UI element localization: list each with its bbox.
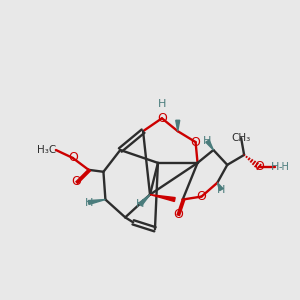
Text: O: O (254, 160, 264, 173)
Text: O: O (72, 175, 82, 188)
Text: O: O (157, 112, 167, 125)
Text: H: H (203, 136, 212, 146)
Polygon shape (206, 140, 213, 150)
Text: H: H (271, 162, 279, 172)
Text: CH₃: CH₃ (232, 133, 251, 143)
Polygon shape (88, 200, 105, 205)
Polygon shape (176, 120, 180, 131)
Text: H: H (136, 200, 144, 209)
Text: H: H (217, 184, 226, 195)
Polygon shape (150, 195, 175, 202)
Text: O: O (68, 152, 78, 164)
Text: H: H (84, 197, 93, 208)
Polygon shape (218, 183, 223, 190)
Text: H: H (158, 99, 166, 110)
Text: O: O (173, 208, 183, 221)
Text: O: O (196, 190, 206, 203)
Text: -H: -H (279, 162, 290, 172)
Text: H₃C: H₃C (37, 145, 56, 155)
Text: O: O (190, 136, 200, 148)
Polygon shape (139, 195, 150, 206)
